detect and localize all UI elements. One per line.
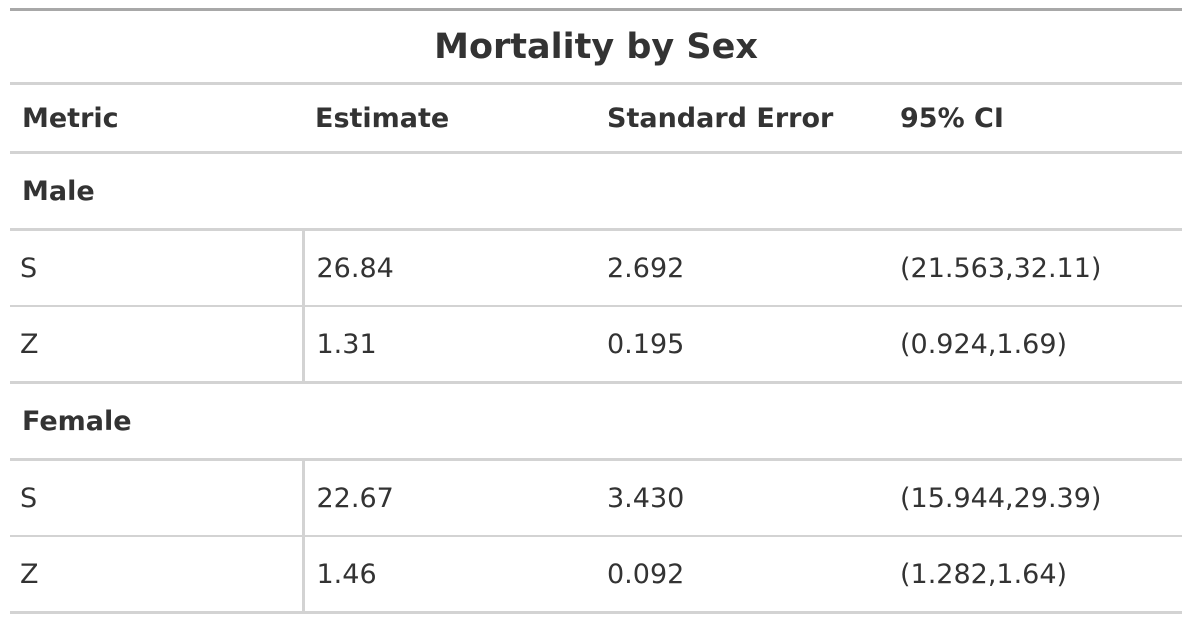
table-title: Mortality by Sex (10, 8, 1183, 85)
table-row: Z 1.46 0.092 (1.282,1.64) (10, 536, 1183, 614)
column-header-metric: Metric (10, 83, 303, 154)
title-row: Mortality by Sex (10, 8, 1183, 85)
column-header-ci: 95% CI (888, 83, 1183, 154)
metric-cell: Z (10, 306, 305, 384)
group-label: Female (10, 382, 1183, 461)
group-label: Male (10, 152, 1183, 231)
estimate-cell: 1.31 (303, 306, 595, 384)
table-row: S 22.67 3.430 (15.944,29.39) (10, 459, 1183, 537)
ci-cell: (21.563,32.11) (888, 229, 1183, 307)
estimate-cell: 1.46 (303, 536, 595, 614)
standard-error-cell: 0.195 (595, 306, 888, 384)
ci-cell: (1.282,1.64) (888, 536, 1183, 614)
group-row-female: Female (10, 382, 1183, 461)
estimate-cell: 26.84 (303, 229, 595, 307)
mortality-table-container: Mortality by Sex Metric Estimate Standar… (10, 8, 1183, 614)
standard-error-cell: 2.692 (595, 229, 888, 307)
column-header-row: Metric Estimate Standard Error 95% CI (10, 83, 1183, 154)
table-row: S 26.84 2.692 (21.563,32.11) (10, 229, 1183, 307)
metric-cell: S (10, 459, 305, 537)
column-header-standard-error: Standard Error (595, 83, 888, 154)
mortality-table: Mortality by Sex Metric Estimate Standar… (10, 8, 1183, 614)
standard-error-cell: 3.430 (595, 459, 888, 537)
standard-error-cell: 0.092 (595, 536, 888, 614)
metric-cell: Z (10, 536, 305, 614)
ci-cell: (0.924,1.69) (888, 306, 1183, 384)
ci-cell: (15.944,29.39) (888, 459, 1183, 537)
group-row-male: Male (10, 152, 1183, 231)
table-row: Z 1.31 0.195 (0.924,1.69) (10, 306, 1183, 384)
estimate-cell: 22.67 (303, 459, 595, 537)
metric-cell: S (10, 229, 305, 307)
column-header-estimate: Estimate (303, 83, 595, 154)
